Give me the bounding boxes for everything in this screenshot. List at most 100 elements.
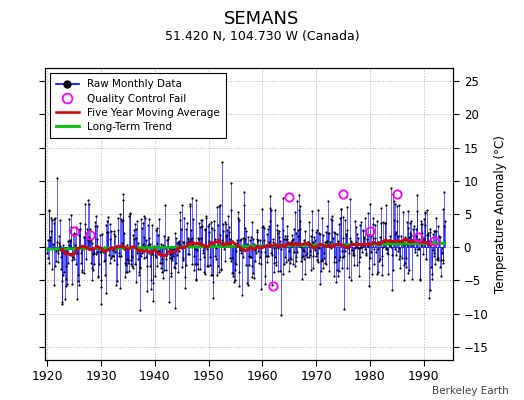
Point bbox=[147, 277, 156, 284]
Point bbox=[333, 273, 342, 280]
Point bbox=[196, 256, 204, 262]
Point bbox=[304, 219, 313, 225]
Point bbox=[277, 246, 286, 253]
Point bbox=[410, 223, 418, 229]
Point bbox=[172, 235, 180, 241]
Point bbox=[150, 245, 158, 252]
Point bbox=[223, 232, 232, 238]
Point bbox=[123, 242, 131, 248]
Point bbox=[179, 238, 188, 245]
Point bbox=[146, 241, 154, 248]
Point bbox=[84, 197, 92, 204]
Point bbox=[314, 230, 323, 236]
Point bbox=[126, 209, 134, 216]
Point bbox=[277, 241, 286, 247]
Point bbox=[329, 235, 337, 242]
Point bbox=[302, 252, 310, 258]
Point bbox=[290, 249, 298, 256]
Point bbox=[303, 250, 311, 256]
Point bbox=[432, 255, 441, 262]
Point bbox=[277, 312, 285, 318]
Point bbox=[409, 226, 417, 232]
Point bbox=[324, 198, 332, 204]
Point bbox=[212, 244, 221, 251]
Point bbox=[247, 234, 255, 240]
Point bbox=[367, 232, 375, 239]
Point bbox=[279, 195, 288, 201]
Point bbox=[211, 236, 219, 242]
Point bbox=[270, 244, 279, 251]
Point bbox=[177, 243, 185, 250]
Point bbox=[144, 222, 152, 228]
Point bbox=[211, 253, 220, 260]
Point bbox=[391, 201, 400, 208]
Point bbox=[92, 248, 101, 255]
Point bbox=[160, 245, 169, 251]
Point bbox=[257, 286, 266, 292]
Point bbox=[208, 224, 216, 231]
Point bbox=[298, 254, 306, 260]
Point bbox=[251, 258, 259, 265]
Point bbox=[364, 210, 373, 216]
Point bbox=[246, 253, 255, 260]
Point bbox=[203, 263, 211, 269]
Point bbox=[261, 248, 270, 255]
Point bbox=[270, 260, 278, 266]
Point bbox=[425, 295, 433, 301]
Point bbox=[246, 237, 254, 243]
Point bbox=[259, 243, 267, 250]
Point bbox=[168, 257, 177, 264]
Point bbox=[104, 229, 112, 236]
Point bbox=[183, 240, 191, 247]
Point bbox=[63, 238, 72, 245]
Point bbox=[269, 236, 277, 242]
Point bbox=[142, 237, 150, 243]
Point bbox=[391, 231, 399, 238]
Point bbox=[82, 255, 90, 262]
Point bbox=[82, 230, 91, 236]
Point bbox=[188, 234, 196, 241]
Point bbox=[308, 208, 316, 214]
Point bbox=[428, 271, 436, 277]
Point bbox=[309, 265, 317, 271]
Point bbox=[202, 212, 210, 219]
Point bbox=[348, 247, 356, 253]
Point bbox=[65, 216, 73, 222]
Point bbox=[369, 234, 377, 241]
Point bbox=[151, 252, 159, 258]
Point bbox=[241, 225, 249, 231]
Point bbox=[293, 197, 301, 204]
Point bbox=[378, 262, 387, 268]
Point bbox=[376, 204, 385, 211]
Point bbox=[333, 266, 341, 273]
Point bbox=[296, 203, 304, 209]
Point bbox=[354, 235, 363, 242]
Point bbox=[269, 269, 278, 276]
Point bbox=[54, 259, 62, 266]
Point bbox=[379, 238, 388, 245]
Point bbox=[356, 222, 364, 228]
Point bbox=[208, 272, 216, 279]
Point bbox=[263, 259, 271, 265]
Point bbox=[348, 249, 357, 256]
Point bbox=[297, 258, 305, 264]
Point bbox=[361, 215, 369, 222]
Point bbox=[346, 196, 354, 202]
Point bbox=[252, 250, 260, 256]
Point bbox=[374, 246, 382, 252]
Point bbox=[170, 230, 179, 236]
Point bbox=[104, 246, 113, 253]
Point bbox=[198, 216, 206, 223]
Point bbox=[390, 245, 399, 252]
Point bbox=[83, 236, 92, 243]
Point bbox=[256, 261, 265, 267]
Point bbox=[250, 241, 258, 248]
Point bbox=[187, 236, 195, 242]
Point bbox=[159, 242, 168, 248]
Point bbox=[134, 256, 143, 262]
Point bbox=[365, 282, 373, 289]
Point bbox=[403, 207, 412, 214]
Point bbox=[376, 256, 384, 262]
Point bbox=[392, 229, 400, 236]
Point bbox=[181, 262, 190, 268]
